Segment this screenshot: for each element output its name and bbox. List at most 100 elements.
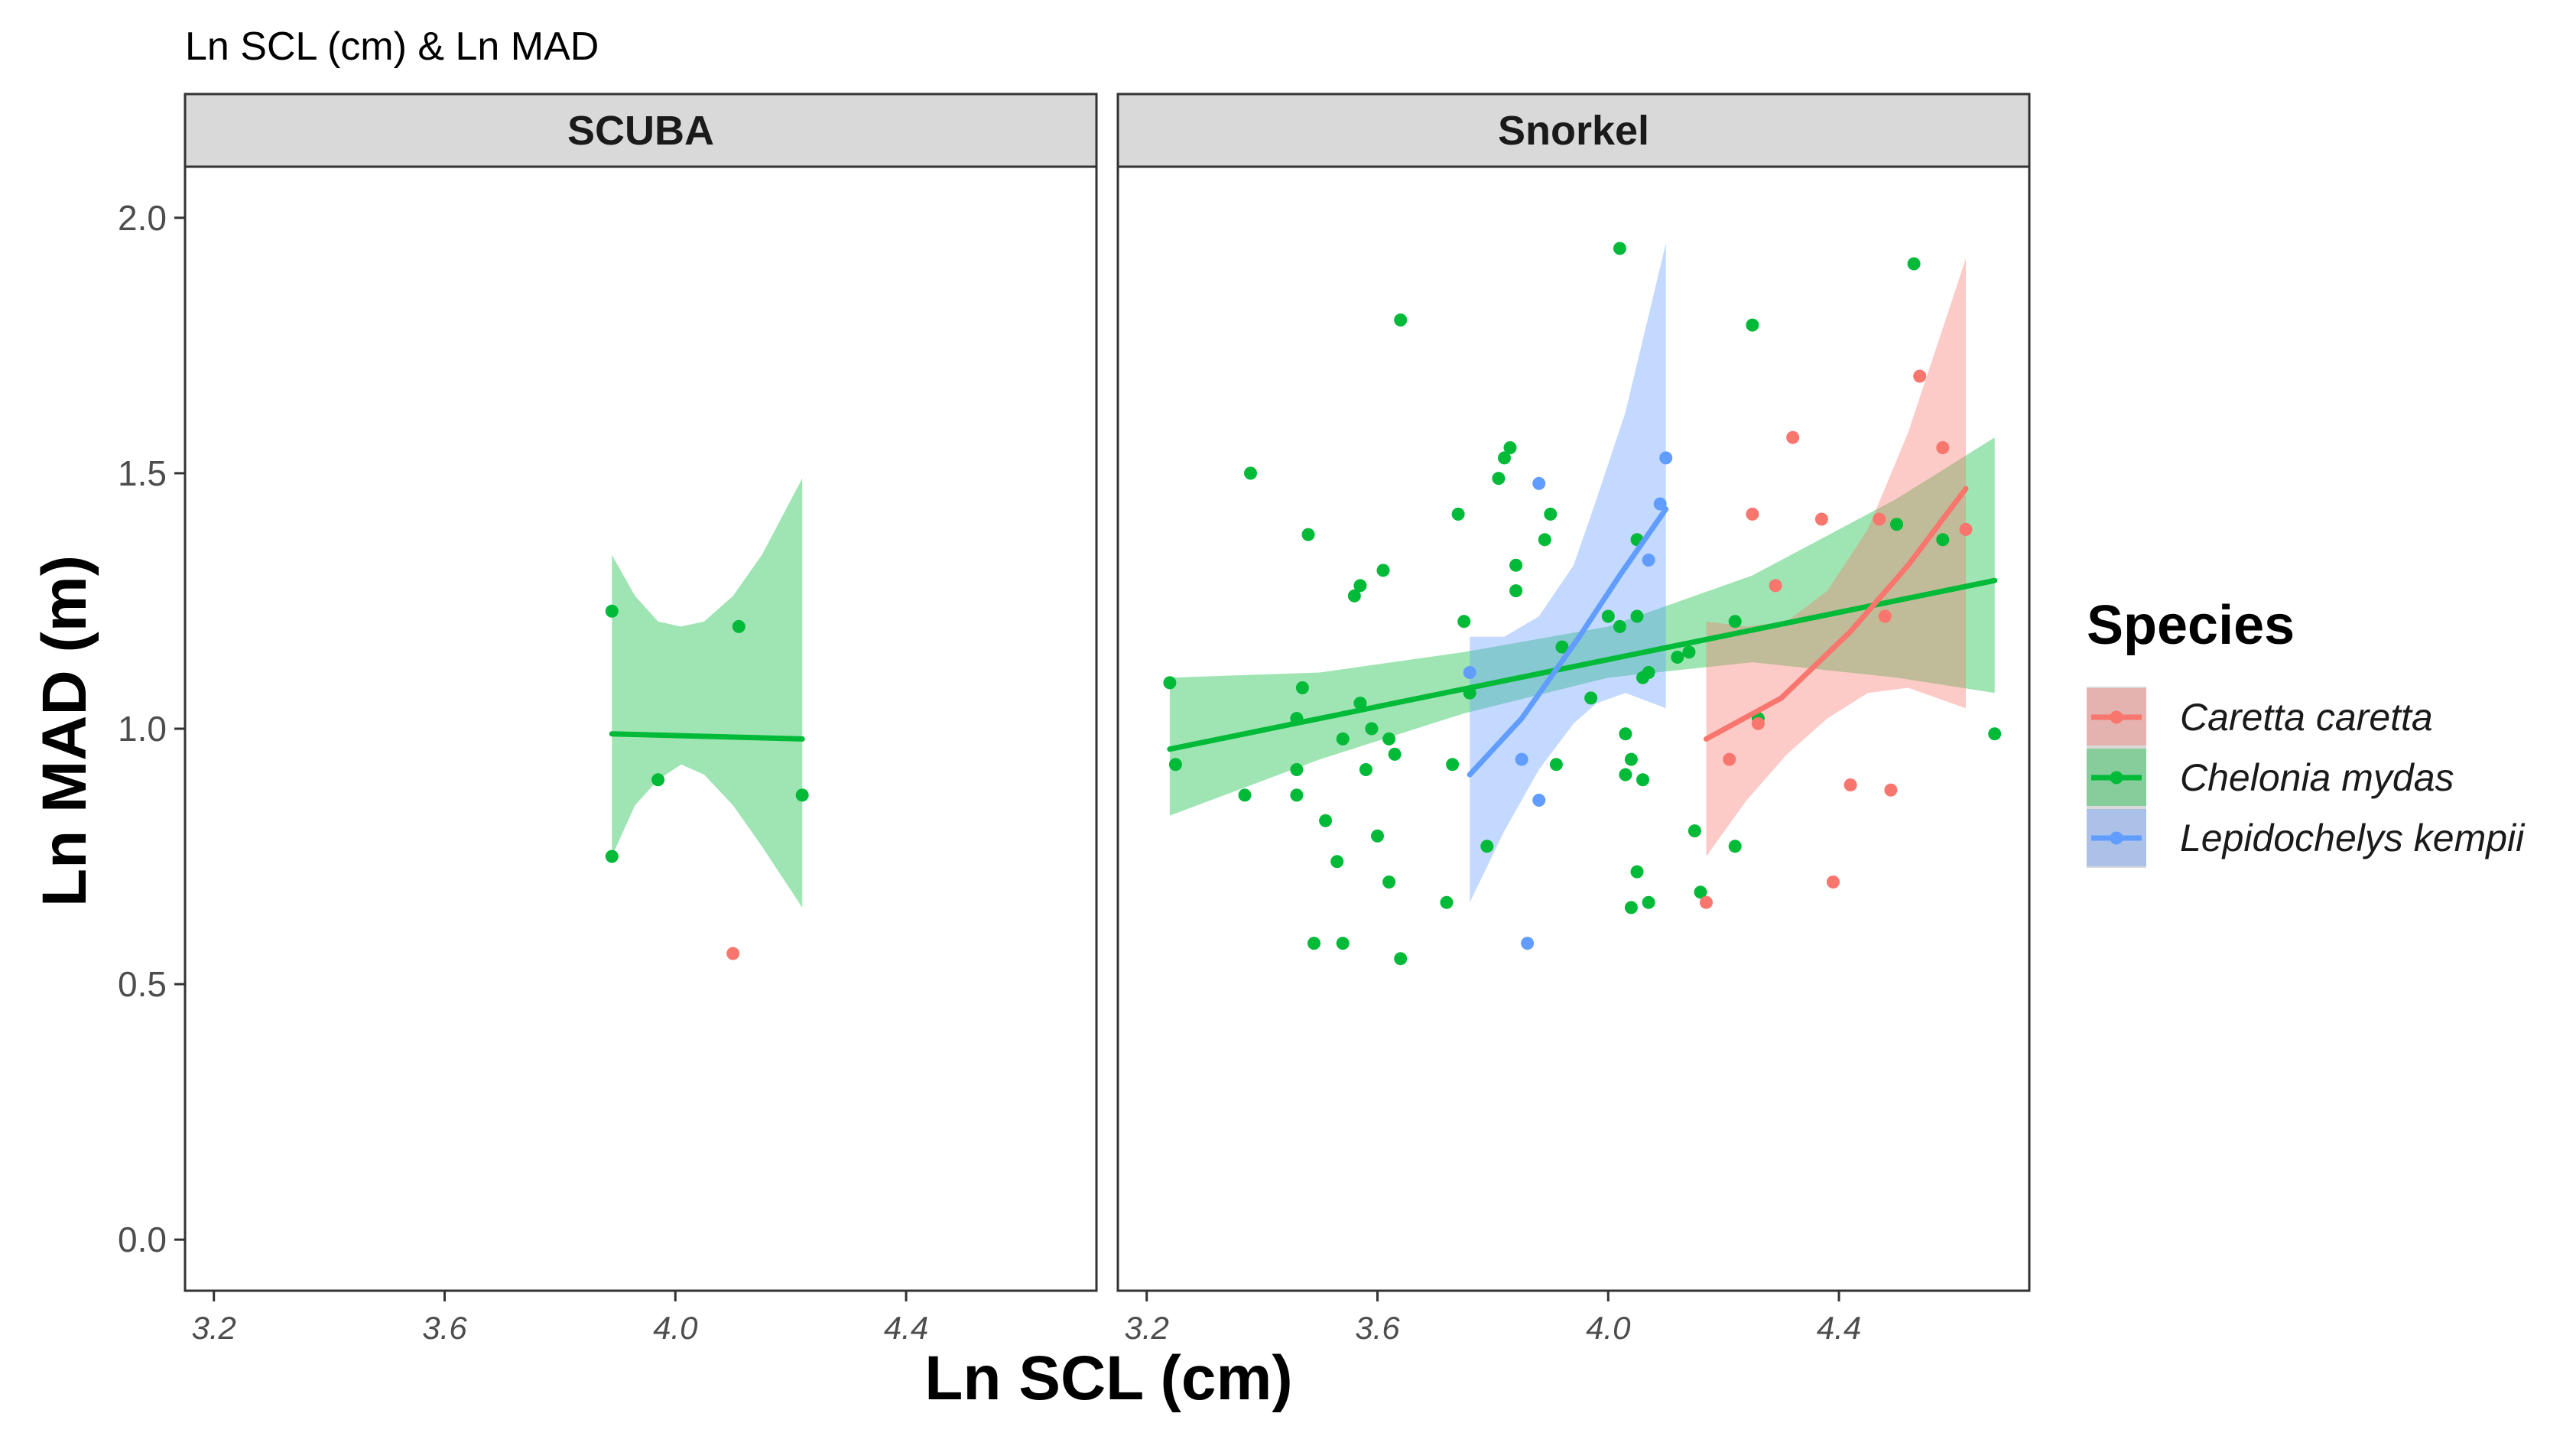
data-point-lepidochelys-kempii xyxy=(1515,752,1528,766)
legend-item-chelonia-mydas: Chelonia mydas xyxy=(2087,749,2454,806)
data-point-chelonia-mydas xyxy=(1544,507,1558,521)
y-tick-label: 1.5 xyxy=(118,453,167,493)
data-point-chelonia-mydas xyxy=(1330,855,1344,869)
data-point-chelonia-mydas xyxy=(1601,609,1615,623)
fit-line-lepidochelys-kempii xyxy=(1467,506,1669,778)
data-point-caretta-caretta xyxy=(1700,895,1713,909)
data-point-chelonia-mydas xyxy=(1613,242,1626,255)
data-point-chelonia-mydas xyxy=(1168,758,1182,772)
data-point-lepidochelys-kempii xyxy=(1532,794,1546,807)
data-point-chelonia-mydas xyxy=(1688,824,1701,838)
data-point-chelonia-mydas xyxy=(1394,314,1408,327)
data-point-caretta-caretta xyxy=(1959,522,1973,536)
data-point-chelonia-mydas xyxy=(1538,533,1551,547)
data-point-chelonia-mydas xyxy=(1492,472,1506,486)
x-tick-label: 3.2 xyxy=(192,1310,236,1346)
fit-line-caretta-caretta xyxy=(1704,486,1969,742)
confidence-band-caretta-caretta xyxy=(1706,258,1966,856)
data-point-chelonia-mydas xyxy=(1480,840,1494,853)
legend-title: Species xyxy=(2087,595,2295,656)
data-point-caretta-caretta xyxy=(1814,512,1828,526)
data-point-caretta-caretta xyxy=(1769,579,1782,593)
y-tick-label: 0.5 xyxy=(118,964,167,1004)
data-point-chelonia-mydas xyxy=(1365,722,1379,736)
y-tick-label: 1.0 xyxy=(118,709,167,749)
confidence-band-chelonia-mydas xyxy=(1169,437,1995,816)
data-point-chelonia-mydas xyxy=(1382,732,1396,746)
data-point-caretta-caretta xyxy=(1746,507,1759,521)
data-point-chelonia-mydas xyxy=(1244,466,1257,480)
panel-scuba: SCUBA 3.2 3.6 4.0 4.4 0.0 0.5 1.0 1.5 2.0 xyxy=(118,93,1098,1346)
data-point-chelonia-mydas xyxy=(1509,584,1523,598)
data-point-lepidochelys-kempii xyxy=(1659,451,1673,465)
data-point-chelonia-mydas xyxy=(1382,876,1396,889)
data-point-chelonia-mydas xyxy=(1671,651,1684,664)
data-point-chelonia-mydas xyxy=(1290,763,1304,776)
panel-strip xyxy=(1116,93,2031,168)
x-tick-label: 3.6 xyxy=(422,1310,467,1346)
data-point-chelonia-mydas xyxy=(1630,609,1644,623)
fit-line-chelonia-mydas xyxy=(1167,577,1998,752)
data-point-caretta-caretta xyxy=(1913,369,1927,383)
data-point-chelonia-mydas xyxy=(1336,732,1350,746)
panel-strip-label: SCUBA xyxy=(567,108,714,154)
data-point-chelonia-mydas xyxy=(1728,615,1742,629)
data-point-chelonia-mydas xyxy=(1353,579,1367,593)
data-point-caretta-caretta xyxy=(1878,609,1892,623)
data-point-chelonia-mydas xyxy=(1376,564,1390,577)
legend-items: Caretta caretta Chelonia mydas Lepidochely… xyxy=(2087,687,2526,868)
x-tick-label: 4.0 xyxy=(653,1310,698,1346)
data-point-chelonia-mydas xyxy=(651,773,665,787)
panel-strip-label: Snorkel xyxy=(1498,108,1649,154)
data-point-caretta-caretta xyxy=(1884,783,1898,797)
data-point-lepidochelys-kempii xyxy=(1653,497,1667,511)
data-point-chelonia-mydas xyxy=(1555,640,1569,654)
confidence-band-chelonia-mydas xyxy=(612,478,803,908)
data-point-chelonia-mydas xyxy=(1636,773,1649,787)
data-point-caretta-caretta xyxy=(726,947,740,960)
data-point-chelonia-mydas xyxy=(1371,829,1384,843)
fit-line-chelonia-mydas xyxy=(609,731,805,742)
data-point-chelonia-mydas xyxy=(1446,758,1460,772)
data-point-caretta-caretta xyxy=(1751,716,1765,730)
legend-key-point xyxy=(2110,710,2123,724)
data-point-chelonia-mydas xyxy=(1457,615,1471,629)
data-point-caretta-caretta xyxy=(1873,512,1886,526)
data-point-chelonia-mydas xyxy=(1440,895,1454,909)
x-tick-label: 4.4 xyxy=(1817,1310,1861,1346)
data-point-chelonia-mydas xyxy=(1347,589,1361,603)
data-point-chelonia-mydas xyxy=(1728,840,1742,853)
panel-snorkel: Snorkel 3.2 3.6 4.0 4.4 xyxy=(1116,93,2031,1346)
data-point-chelonia-mydas xyxy=(1295,681,1309,694)
legend-item-caretta-caretta: Caretta caretta xyxy=(2087,688,2433,746)
data-point-chelonia-mydas xyxy=(1503,441,1517,454)
data-point-chelonia-mydas xyxy=(1619,768,1632,781)
data-point-chelonia-mydas xyxy=(1890,518,1903,531)
data-point-chelonia-mydas xyxy=(1451,507,1465,521)
data-point-chelonia-mydas xyxy=(1163,676,1177,690)
y-axis-title: Ln MAD (m) xyxy=(30,555,99,907)
data-point-chelonia-mydas xyxy=(1394,952,1408,966)
data-point-chelonia-mydas xyxy=(1682,645,1696,659)
data-point-chelonia-mydas xyxy=(1694,885,1707,899)
data-point-chelonia-mydas xyxy=(1642,666,1655,679)
data-point-caretta-caretta xyxy=(1723,752,1736,766)
data-point-chelonia-mydas xyxy=(1584,691,1598,705)
data-point-chelonia-mydas xyxy=(1613,619,1626,633)
data-point-chelonia-mydas xyxy=(1353,697,1367,710)
data-point-caretta-caretta xyxy=(1936,441,1950,454)
data-point-chelonia-mydas xyxy=(1907,257,1921,271)
data-point-chelonia-mydas xyxy=(1238,788,1252,802)
data-point-chelonia-mydas xyxy=(1936,533,1950,547)
legend-key-point xyxy=(2110,831,2123,845)
legend-item-label: Lepidochelys kempii xyxy=(2180,817,2526,859)
data-point-caretta-caretta xyxy=(1786,430,1800,444)
legend-item-label: Chelonia mydas xyxy=(2180,756,2454,799)
data-point-caretta-caretta xyxy=(1827,876,1840,889)
data-point-chelonia-mydas xyxy=(1498,451,1511,465)
x-tick-label: 3.6 xyxy=(1355,1310,1400,1346)
data-point-chelonia-mydas xyxy=(605,850,619,863)
data-point-caretta-caretta xyxy=(1843,778,1857,791)
data-point-chelonia-mydas xyxy=(1619,727,1632,741)
